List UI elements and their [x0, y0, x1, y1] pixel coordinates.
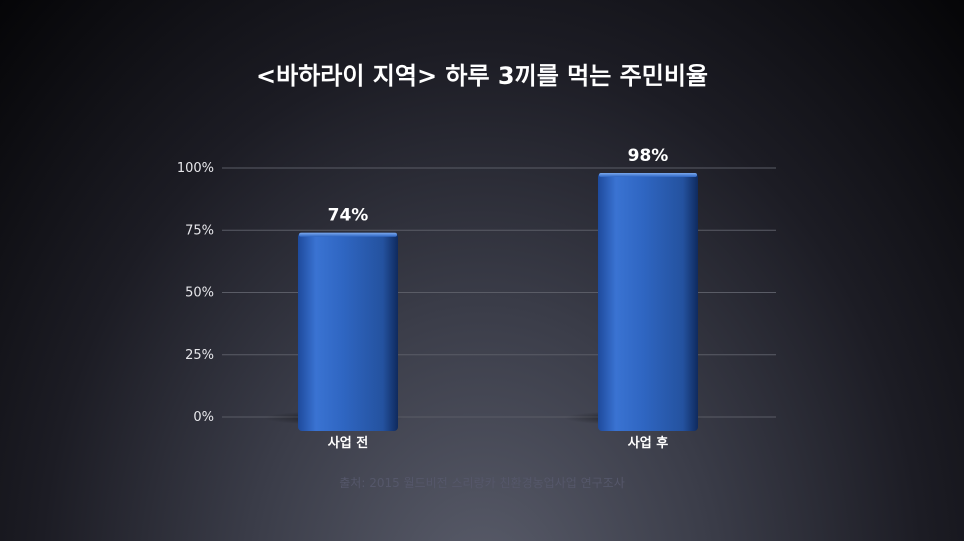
chart-title: <바하라이 지역> 하루 3끼를 먹는 주민비율 — [256, 62, 708, 90]
category-label: 사업 전 — [328, 435, 368, 451]
bars — [264, 172, 704, 432]
x-axis-categories: 사업 전 사업 후 — [328, 435, 668, 451]
data-label: 74% — [328, 206, 369, 226]
bar-top-highlight — [299, 232, 397, 237]
y-tick-label: 0% — [193, 410, 214, 425]
category-label: 사업 후 — [628, 435, 668, 451]
bar-top-highlight — [599, 172, 697, 177]
y-tick-label: 100% — [177, 161, 214, 176]
y-axis-ticks: 0% 25% 50% 75% 100% — [177, 161, 214, 425]
bar — [298, 232, 398, 431]
data-label: 98% — [628, 146, 669, 166]
y-tick-label: 25% — [185, 348, 214, 363]
source-note: 출처: 2015 월드비전 스리랑카 친환경농업사업 연구조사 — [339, 476, 625, 490]
data-labels: 74% 98% — [328, 146, 669, 226]
bar — [598, 172, 698, 432]
y-tick-label: 75% — [185, 223, 214, 238]
y-tick-label: 50% — [185, 286, 214, 301]
